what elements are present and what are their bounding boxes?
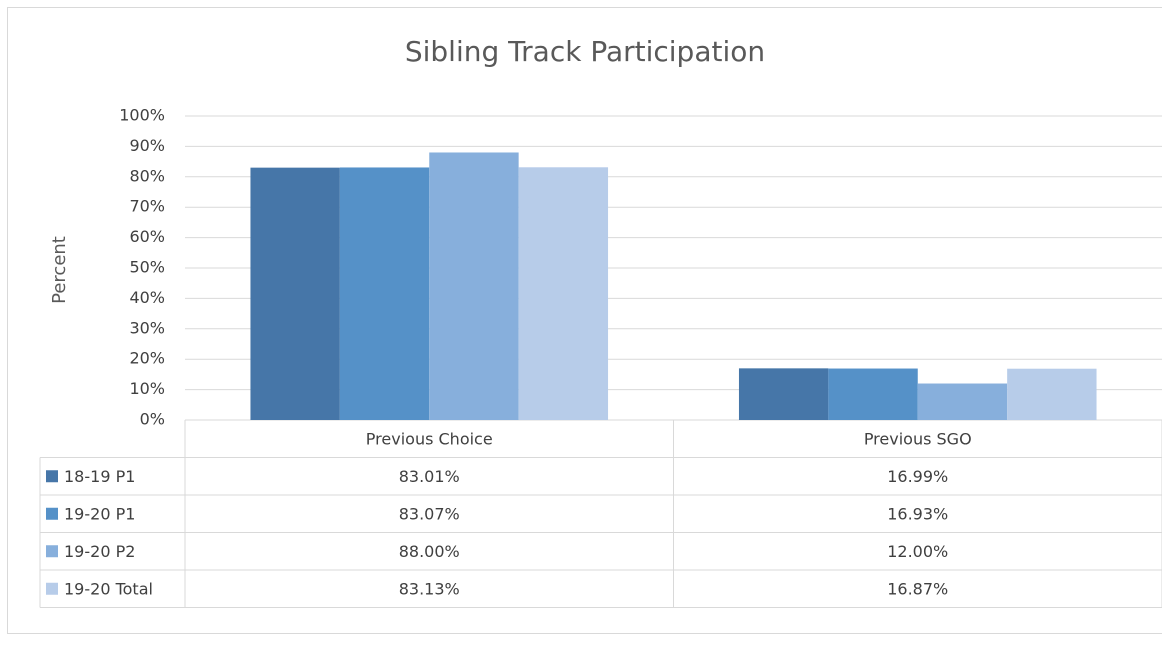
y-tick-label: 0% <box>140 410 165 429</box>
y-axis-label: Percent <box>49 236 70 304</box>
legend-swatch <box>46 470 58 482</box>
legend-label: 19-20 P2 <box>64 542 135 561</box>
legend-label: 19-20 P1 <box>64 504 135 523</box>
bar <box>519 167 608 420</box>
data-table-value: 88.00% <box>399 542 460 561</box>
bar <box>828 369 917 420</box>
y-tick-label: 20% <box>129 349 165 368</box>
y-tick-label: 40% <box>129 288 165 307</box>
data-table-value: 16.87% <box>887 579 948 598</box>
y-tick-label: 50% <box>129 258 165 277</box>
x-tick-label: Previous SGO <box>864 429 972 448</box>
legend-swatch <box>46 545 58 557</box>
chart-title: Sibling Track Participation <box>405 35 765 68</box>
data-table-value: 83.01% <box>399 467 460 486</box>
data-table-value: 12.00% <box>887 542 948 561</box>
bar <box>340 167 429 420</box>
y-tick-label: 100% <box>119 106 165 125</box>
y-tick-label: 80% <box>129 166 165 185</box>
legend-swatch <box>46 583 58 595</box>
y-tick-label: 60% <box>129 227 165 246</box>
y-tick-label: 30% <box>129 318 165 337</box>
legend-label: 18-19 P1 <box>64 467 135 486</box>
x-tick-label: Previous Choice <box>366 429 493 448</box>
y-tick-label: 10% <box>129 379 165 398</box>
legend-swatch <box>46 508 58 520</box>
bar <box>1007 369 1096 420</box>
y-tick-label: 90% <box>129 136 165 155</box>
bar <box>429 152 518 420</box>
bar <box>250 168 339 420</box>
data-table-value: 83.13% <box>399 579 460 598</box>
bar <box>918 384 1007 420</box>
data-table-value: 16.93% <box>887 504 948 523</box>
data-table-value: 83.07% <box>399 504 460 523</box>
data-table-value: 16.99% <box>887 467 948 486</box>
bar <box>739 368 828 420</box>
legend-label: 19-20 Total <box>64 579 153 598</box>
y-tick-label: 70% <box>129 197 165 216</box>
